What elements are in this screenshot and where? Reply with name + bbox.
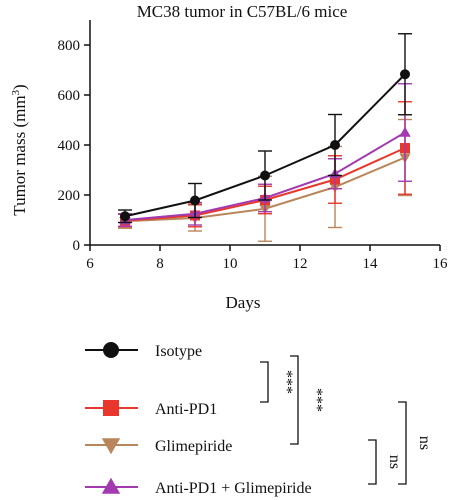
point-isotype-9 bbox=[190, 195, 200, 206]
x-tick-label-8: 8 bbox=[156, 256, 164, 272]
legend: Isotype Anti-PD1 Glimepiride Anti-PD1 + Gli… bbox=[85, 342, 312, 497]
x-tick-label-6: 6 bbox=[86, 256, 94, 272]
x-axis-title: Days bbox=[226, 293, 261, 312]
bracket-isotype-glimepiride bbox=[290, 355, 299, 445]
point-anti-pd1-glimepiride-15 bbox=[399, 126, 411, 137]
legend-label-anti-pd1-glimepiride: Anti-PD1 + Glimepiride bbox=[155, 480, 312, 497]
bracket-isotype-antipd1 bbox=[260, 361, 269, 403]
sig-isotype-glimepiride: *** bbox=[308, 388, 325, 412]
point-isotype-15 bbox=[400, 69, 410, 80]
sig-antipd1-combo: ns bbox=[416, 436, 433, 450]
chart-title: MC38 tumor in C57BL/6 mice bbox=[137, 2, 348, 21]
significance-brackets: *** *** ns ns bbox=[260, 355, 433, 485]
x-tick-label-10: 10 bbox=[223, 256, 238, 272]
y-tick-label-200: 200 bbox=[58, 188, 81, 204]
x-tick-label-14: 14 bbox=[363, 256, 379, 272]
legend-marker-anti-pd1-glimepiride bbox=[101, 477, 121, 494]
bracket-antipd1-combo bbox=[398, 401, 407, 485]
y-axis-title-main: Tumor mass (mm bbox=[10, 95, 29, 215]
sig-glimepiride-combo: ns bbox=[386, 455, 403, 469]
point-isotype-13 bbox=[330, 140, 340, 150]
y-tick-label-0: 0 bbox=[73, 238, 81, 254]
y-tick-label-400: 400 bbox=[58, 138, 81, 154]
bracket-glimepiride-combo bbox=[368, 439, 377, 485]
axes: 6 8 10 12 14 16 0 200 400 600 800 bbox=[58, 20, 449, 272]
point-isotype-7 bbox=[120, 211, 130, 222]
x-tick-label-16: 16 bbox=[433, 256, 449, 272]
series-isotype bbox=[118, 33, 412, 224]
x-tick-label-12: 12 bbox=[293, 256, 308, 272]
point-isotype-11 bbox=[260, 170, 270, 181]
legend-label-isotype: Isotype bbox=[155, 343, 202, 360]
legend-label-glimepiride: Glimepiride bbox=[155, 438, 232, 455]
y-axis-title-close: ) bbox=[10, 84, 29, 90]
legend-marker-glimepiride bbox=[101, 438, 121, 455]
legend-item-anti-pd1-glimepiride: Anti-PD1 + Glimepiride bbox=[85, 477, 312, 497]
y-axis-title: Tumor mass (mm3) bbox=[10, 84, 29, 215]
legend-item-anti-pd1: Anti-PD1 bbox=[85, 400, 217, 418]
legend-marker-anti-pd1 bbox=[103, 400, 119, 416]
y-tick-label-600: 600 bbox=[58, 88, 81, 104]
y-tick-label-800: 800 bbox=[58, 38, 81, 54]
sig-isotype-antipd1: *** bbox=[278, 370, 295, 394]
legend-label-anti-pd1: Anti-PD1 bbox=[155, 401, 217, 418]
y-axis-title-superscript: 3 bbox=[10, 89, 22, 95]
legend-marker-isotype bbox=[103, 342, 119, 358]
legend-item-glimepiride: Glimepiride bbox=[85, 438, 232, 455]
series-layer bbox=[118, 33, 412, 242]
legend-item-isotype: Isotype bbox=[85, 342, 202, 360]
